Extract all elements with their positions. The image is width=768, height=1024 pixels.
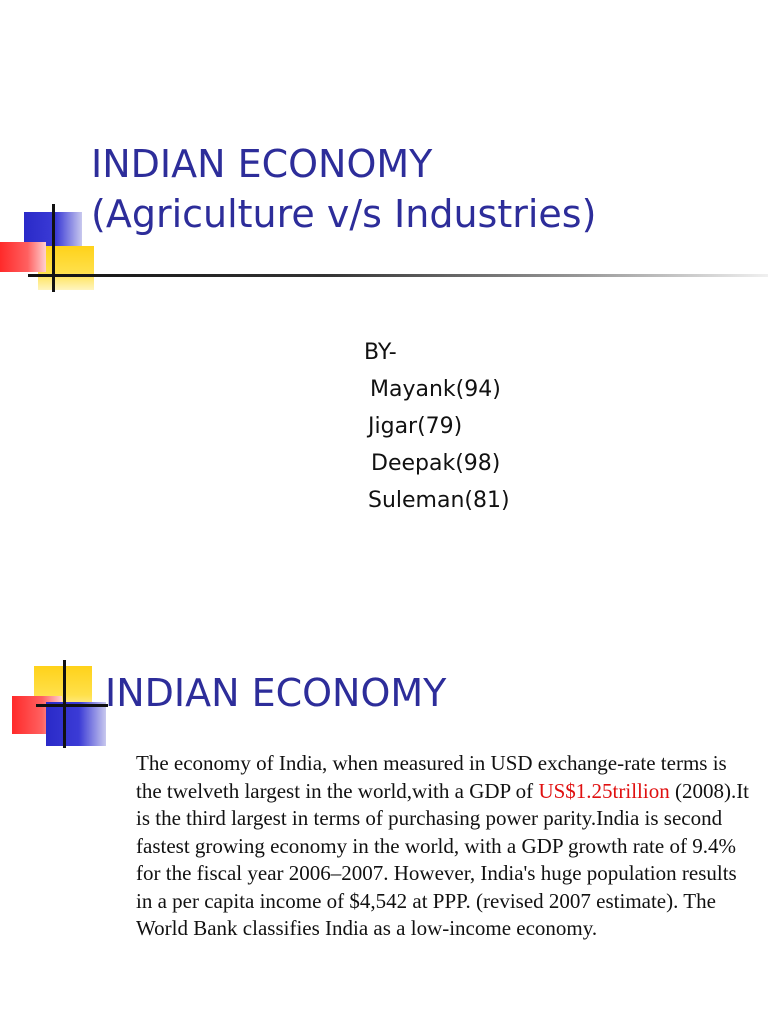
gdp-highlight: US$1.25trillion <box>538 778 670 803</box>
horizontal-rule <box>36 704 108 707</box>
slide-title: INDIAN ECONOMY <box>105 671 447 715</box>
title-line-2: (Agriculture v/s Industries) <box>91 192 597 236</box>
slide-title: INDIAN ECONOMY (Agriculture v/s Industri… <box>91 139 596 239</box>
blue-square-decoration <box>46 702 106 746</box>
author-item: Jigar(79) <box>368 414 463 439</box>
content-slide: INDIAN ECONOMY The economy of India, whe… <box>0 640 768 1024</box>
author-item: Mayank(94) <box>370 377 501 402</box>
horizontal-rule <box>28 274 768 277</box>
body-text: The economy of India, when measured in U… <box>136 751 727 803</box>
title-line-1: INDIAN ECONOMY <box>91 142 433 186</box>
body-text: (2008).It is the third largest in terms … <box>136 778 750 941</box>
red-square-decoration <box>0 242 46 272</box>
author-item: Suleman(81) <box>368 488 510 513</box>
by-label: BY- <box>364 340 397 365</box>
yellow-square-decoration <box>38 246 94 290</box>
author-item: Deepak(98) <box>371 451 501 476</box>
vertical-rule <box>52 204 55 292</box>
body-paragraph: The economy of India, when measured in U… <box>136 750 756 943</box>
author-list: BY- Mayank(94) Jigar(79) Deepak(98) Sule… <box>364 334 510 519</box>
title-slide: INDIAN ECONOMY (Agriculture v/s Industri… <box>0 139 768 519</box>
